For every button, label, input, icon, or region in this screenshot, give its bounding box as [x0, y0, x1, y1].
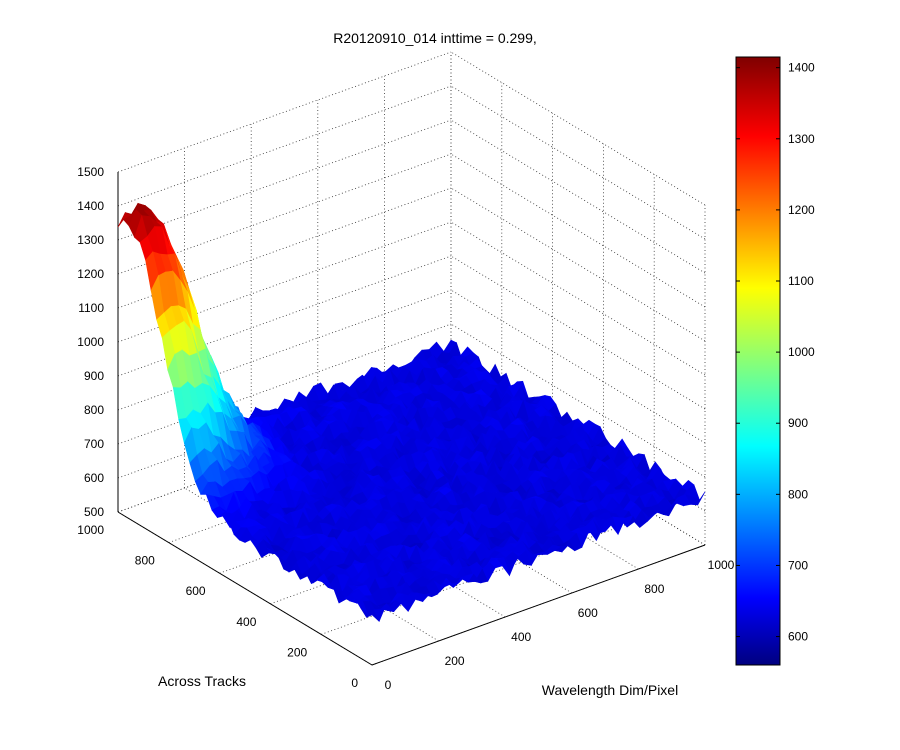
grid-line-16: [117, 51, 452, 173]
y-tick-label-5: 1000: [77, 523, 104, 537]
grid-line-32: [450, 85, 706, 240]
z-tick-label-3: 800: [84, 403, 104, 417]
grid-line-39: [450, 391, 706, 546]
grid-line-25: [450, 323, 706, 478]
grid-line-15: [117, 85, 452, 207]
axes: [117, 172, 706, 666]
colorbar-tick-label-1: 700: [788, 558, 808, 572]
x-tick-label-4: 800: [644, 582, 664, 596]
chart-title: R20120910_014 inttime = 0.299,: [333, 30, 537, 46]
colorbar-tick-label-2: 800: [788, 487, 808, 501]
colorbar: 600 700 800 900 1000 1100 1200 1300 1400: [735, 56, 815, 666]
x-tick-label-5: 1000: [708, 558, 735, 572]
grid-line-13: [117, 153, 452, 275]
colorbar-tick-label-5: 1100: [788, 274, 814, 288]
y-tick-label-2: 400: [236, 615, 256, 629]
colorbar-tick-label-4: 1000: [788, 345, 815, 359]
grid-line-12: [117, 187, 452, 309]
y-tick-label-0: 0: [351, 676, 358, 690]
y-tick-label-1: 200: [287, 645, 307, 659]
grid-line-28: [450, 221, 706, 376]
grid-line-30: [450, 153, 706, 308]
tick-labels: 0 200 400 600 800 1000 0 200 400 600 800 1000 500 600…: [77, 165, 734, 692]
grid-line-9: [117, 289, 452, 411]
grid-line-14: [117, 119, 452, 241]
x-axis-label: Wavelength Dim/Pixel: [542, 682, 678, 698]
y-axis-line: [117, 511, 373, 666]
colorbar-ticks: 600 700 800 900 1000 1100 1200 1300 1400: [736, 61, 815, 644]
colorbar-tick-label-7: 1300: [788, 132, 815, 146]
z-tick-label-0: 500: [84, 505, 104, 519]
z-tick-label-4: 900: [84, 369, 104, 383]
surface-cell-2115: [366, 609, 380, 622]
x-axis-line: [371, 544, 706, 666]
z-tick-label-9: 1400: [77, 199, 104, 213]
x-tick-label-1: 200: [445, 654, 465, 668]
grid-line-27: [450, 255, 706, 410]
grid-line-38: [384, 415, 639, 570]
grid-line-26: [450, 289, 706, 444]
grid-line-10: [117, 255, 452, 377]
colorbar-tick-label-3: 900: [788, 416, 808, 430]
grid-line-29: [450, 187, 706, 342]
y-tick-label-4: 800: [135, 554, 155, 568]
grid-line-36: [250, 463, 506, 618]
z-tick-label-5: 1000: [77, 335, 104, 349]
z-tick-label-8: 1300: [77, 233, 104, 247]
grid-line-31: [450, 119, 706, 274]
x-tick-label-3: 600: [578, 606, 598, 620]
z-tick-label-1: 600: [84, 471, 104, 485]
z-tick-label-6: 1100: [78, 301, 104, 315]
x-tick-label-0: 0: [385, 678, 392, 692]
z-tick-label-7: 1200: [77, 267, 104, 281]
grid-line-8: [117, 323, 452, 445]
colorbar-tick-label-8: 1400: [788, 61, 815, 75]
y-tick-label-3: 600: [186, 584, 206, 598]
colorbar-gradient: [735, 56, 781, 666]
z-tick-label-10: 1500: [77, 165, 104, 179]
grid-line-37: [317, 439, 573, 594]
colorbar-tick-label-0: 600: [788, 630, 808, 644]
grid-line-11: [117, 221, 452, 343]
y-axis-label: Across Tracks: [158, 673, 246, 689]
grid-line-35: [184, 487, 439, 642]
surface-plot: [117, 202, 706, 623]
z-tick-label-2: 700: [84, 437, 104, 451]
colorbar-tick-label-6: 1200: [788, 203, 815, 217]
grid-line-33: [450, 51, 706, 206]
x-tick-label-2: 400: [511, 630, 531, 644]
